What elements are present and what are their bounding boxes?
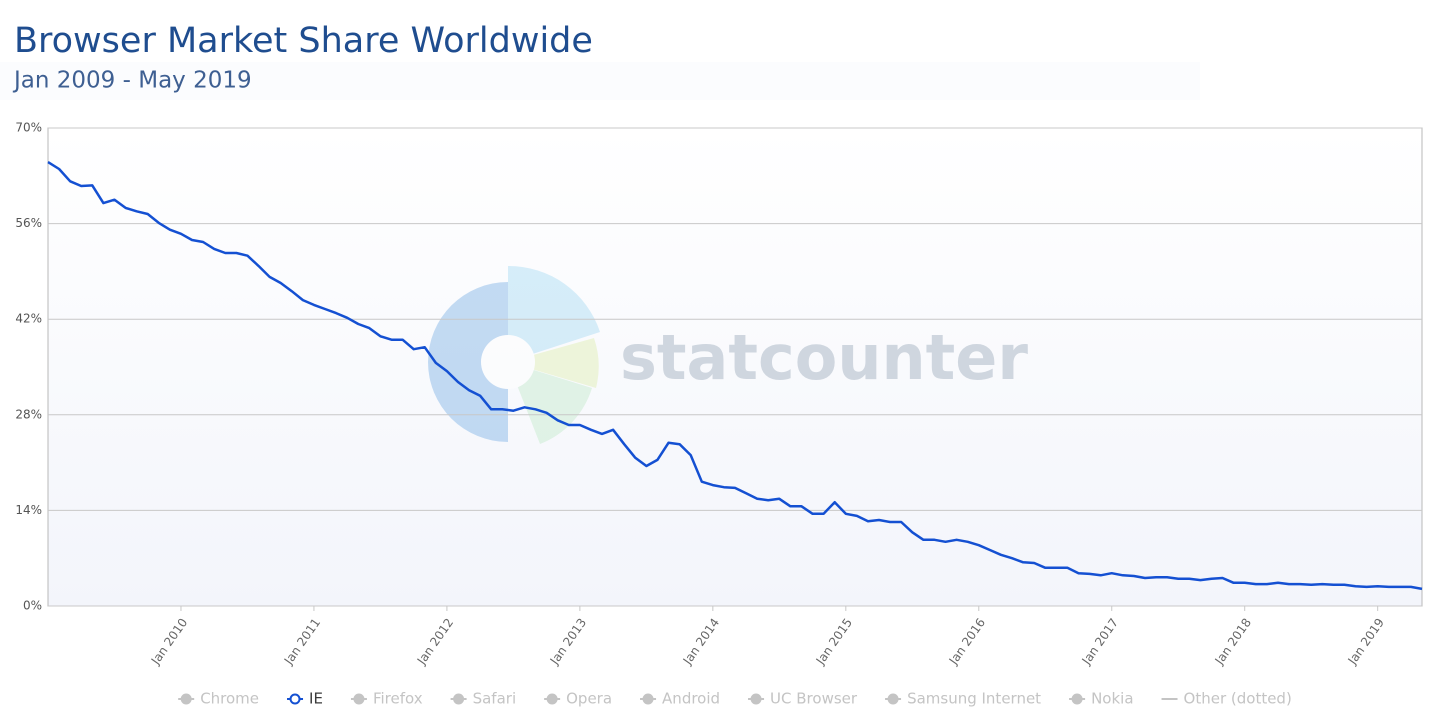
subtitle-band — [0, 62, 1200, 100]
legend-item[interactable]: Android — [640, 690, 720, 708]
legend-symbol — [642, 693, 654, 705]
y-tick-label: 0% — [23, 599, 42, 613]
legend-symbol — [1071, 693, 1083, 705]
legend-item[interactable]: UC Browser — [748, 690, 858, 708]
legend-label: Opera — [566, 690, 612, 708]
legend-label: Other (dotted) — [1184, 690, 1292, 708]
x-tick-label: Jan 2011 — [281, 616, 323, 668]
x-tick-label: Jan 2012 — [414, 616, 456, 668]
legend-symbol — [289, 693, 301, 705]
legend-symbol — [750, 693, 762, 705]
y-tick-label: 28% — [15, 407, 42, 421]
x-tick-label: Jan 2018 — [1212, 616, 1254, 668]
legend-item[interactable]: IE — [287, 690, 323, 708]
legend-label: Chrome — [200, 690, 259, 708]
legend-item[interactable]: Firefox — [350, 690, 423, 708]
x-tick-label: Jan 2010 — [148, 616, 190, 668]
x-tick-label: Jan 2015 — [813, 616, 855, 668]
watermark: statcounter — [620, 321, 1028, 394]
legend-label: Samsung Internet — [907, 690, 1041, 708]
legend-label: Android — [662, 690, 720, 708]
legend-label: Nokia — [1091, 690, 1133, 708]
chart-subtitle: Jan 2009 - May 2019 — [12, 68, 252, 94]
legend-item[interactable]: Opera — [544, 690, 612, 708]
y-tick-label: 70% — [15, 121, 42, 135]
legend-symbol — [546, 693, 558, 705]
x-tick-label: Jan 2016 — [946, 616, 988, 668]
legend-symbol — [887, 693, 899, 705]
series-line — [47, 161, 1423, 591]
legend-item[interactable]: Safari — [450, 690, 517, 708]
plot-area — [47, 127, 1423, 607]
watermark-logo — [428, 265, 600, 444]
y-tick-label: 14% — [15, 503, 42, 517]
legend-symbol — [353, 693, 365, 705]
chart-title: Browser Market Share Worldwide — [14, 21, 593, 61]
y-tick-label: 56% — [15, 216, 42, 230]
x-tick-label: Jan 2013 — [547, 616, 589, 668]
legend-item[interactable]: Chrome — [178, 690, 259, 708]
legend-symbol — [453, 693, 465, 705]
x-tick-label: Jan 2014 — [680, 616, 722, 668]
legend-item[interactable]: Nokia — [1069, 690, 1134, 708]
legend-label: UC Browser — [770, 690, 858, 708]
legend-label: Safari — [473, 690, 517, 708]
legend-item[interactable]: Other (dotted) — [1161, 690, 1292, 708]
y-tick-label: 42% — [15, 312, 42, 326]
legend-item[interactable]: Samsung Internet — [885, 690, 1041, 708]
legend-label: IE — [309, 690, 323, 708]
x-tick-label: Jan 2019 — [1345, 616, 1387, 668]
x-tick-label: Jan 2017 — [1079, 616, 1121, 668]
legend-symbol — [180, 693, 192, 705]
legend-label: Firefox — [373, 690, 423, 708]
